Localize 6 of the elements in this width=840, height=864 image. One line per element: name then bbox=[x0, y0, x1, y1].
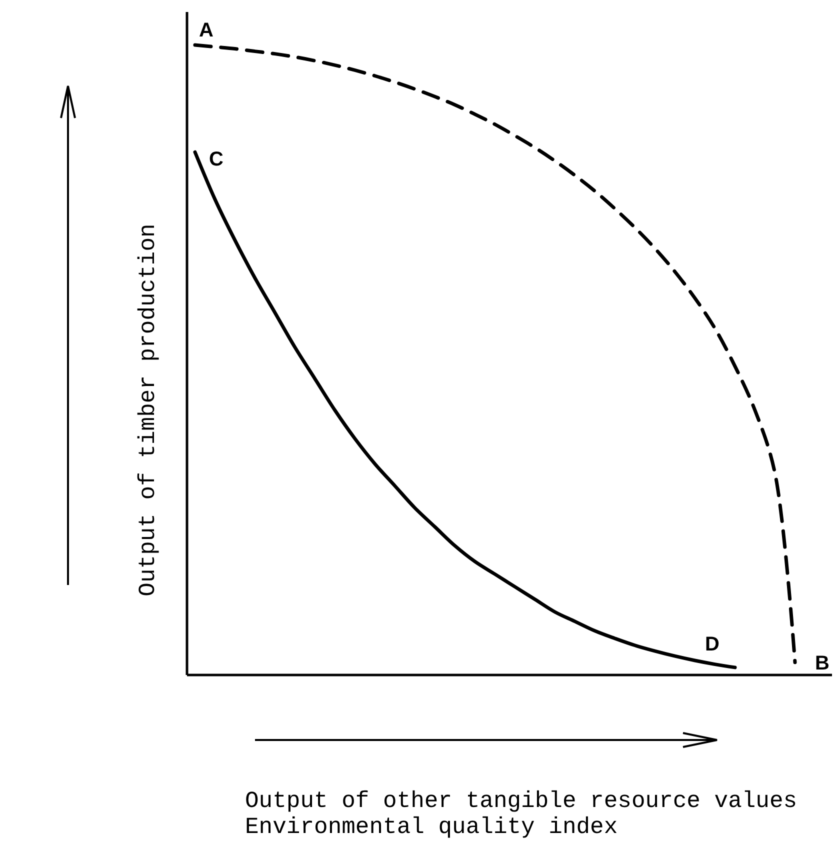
text: B bbox=[815, 652, 830, 675]
text: A bbox=[199, 19, 214, 42]
annotation: C bbox=[209, 148, 224, 170]
annotation: D bbox=[705, 634, 720, 656]
x-axis-title: Output of other tangible resource values Environmental quality index bbox=[245, 788, 798, 840]
y-axis-title: Output of timber production bbox=[135, 224, 162, 596]
